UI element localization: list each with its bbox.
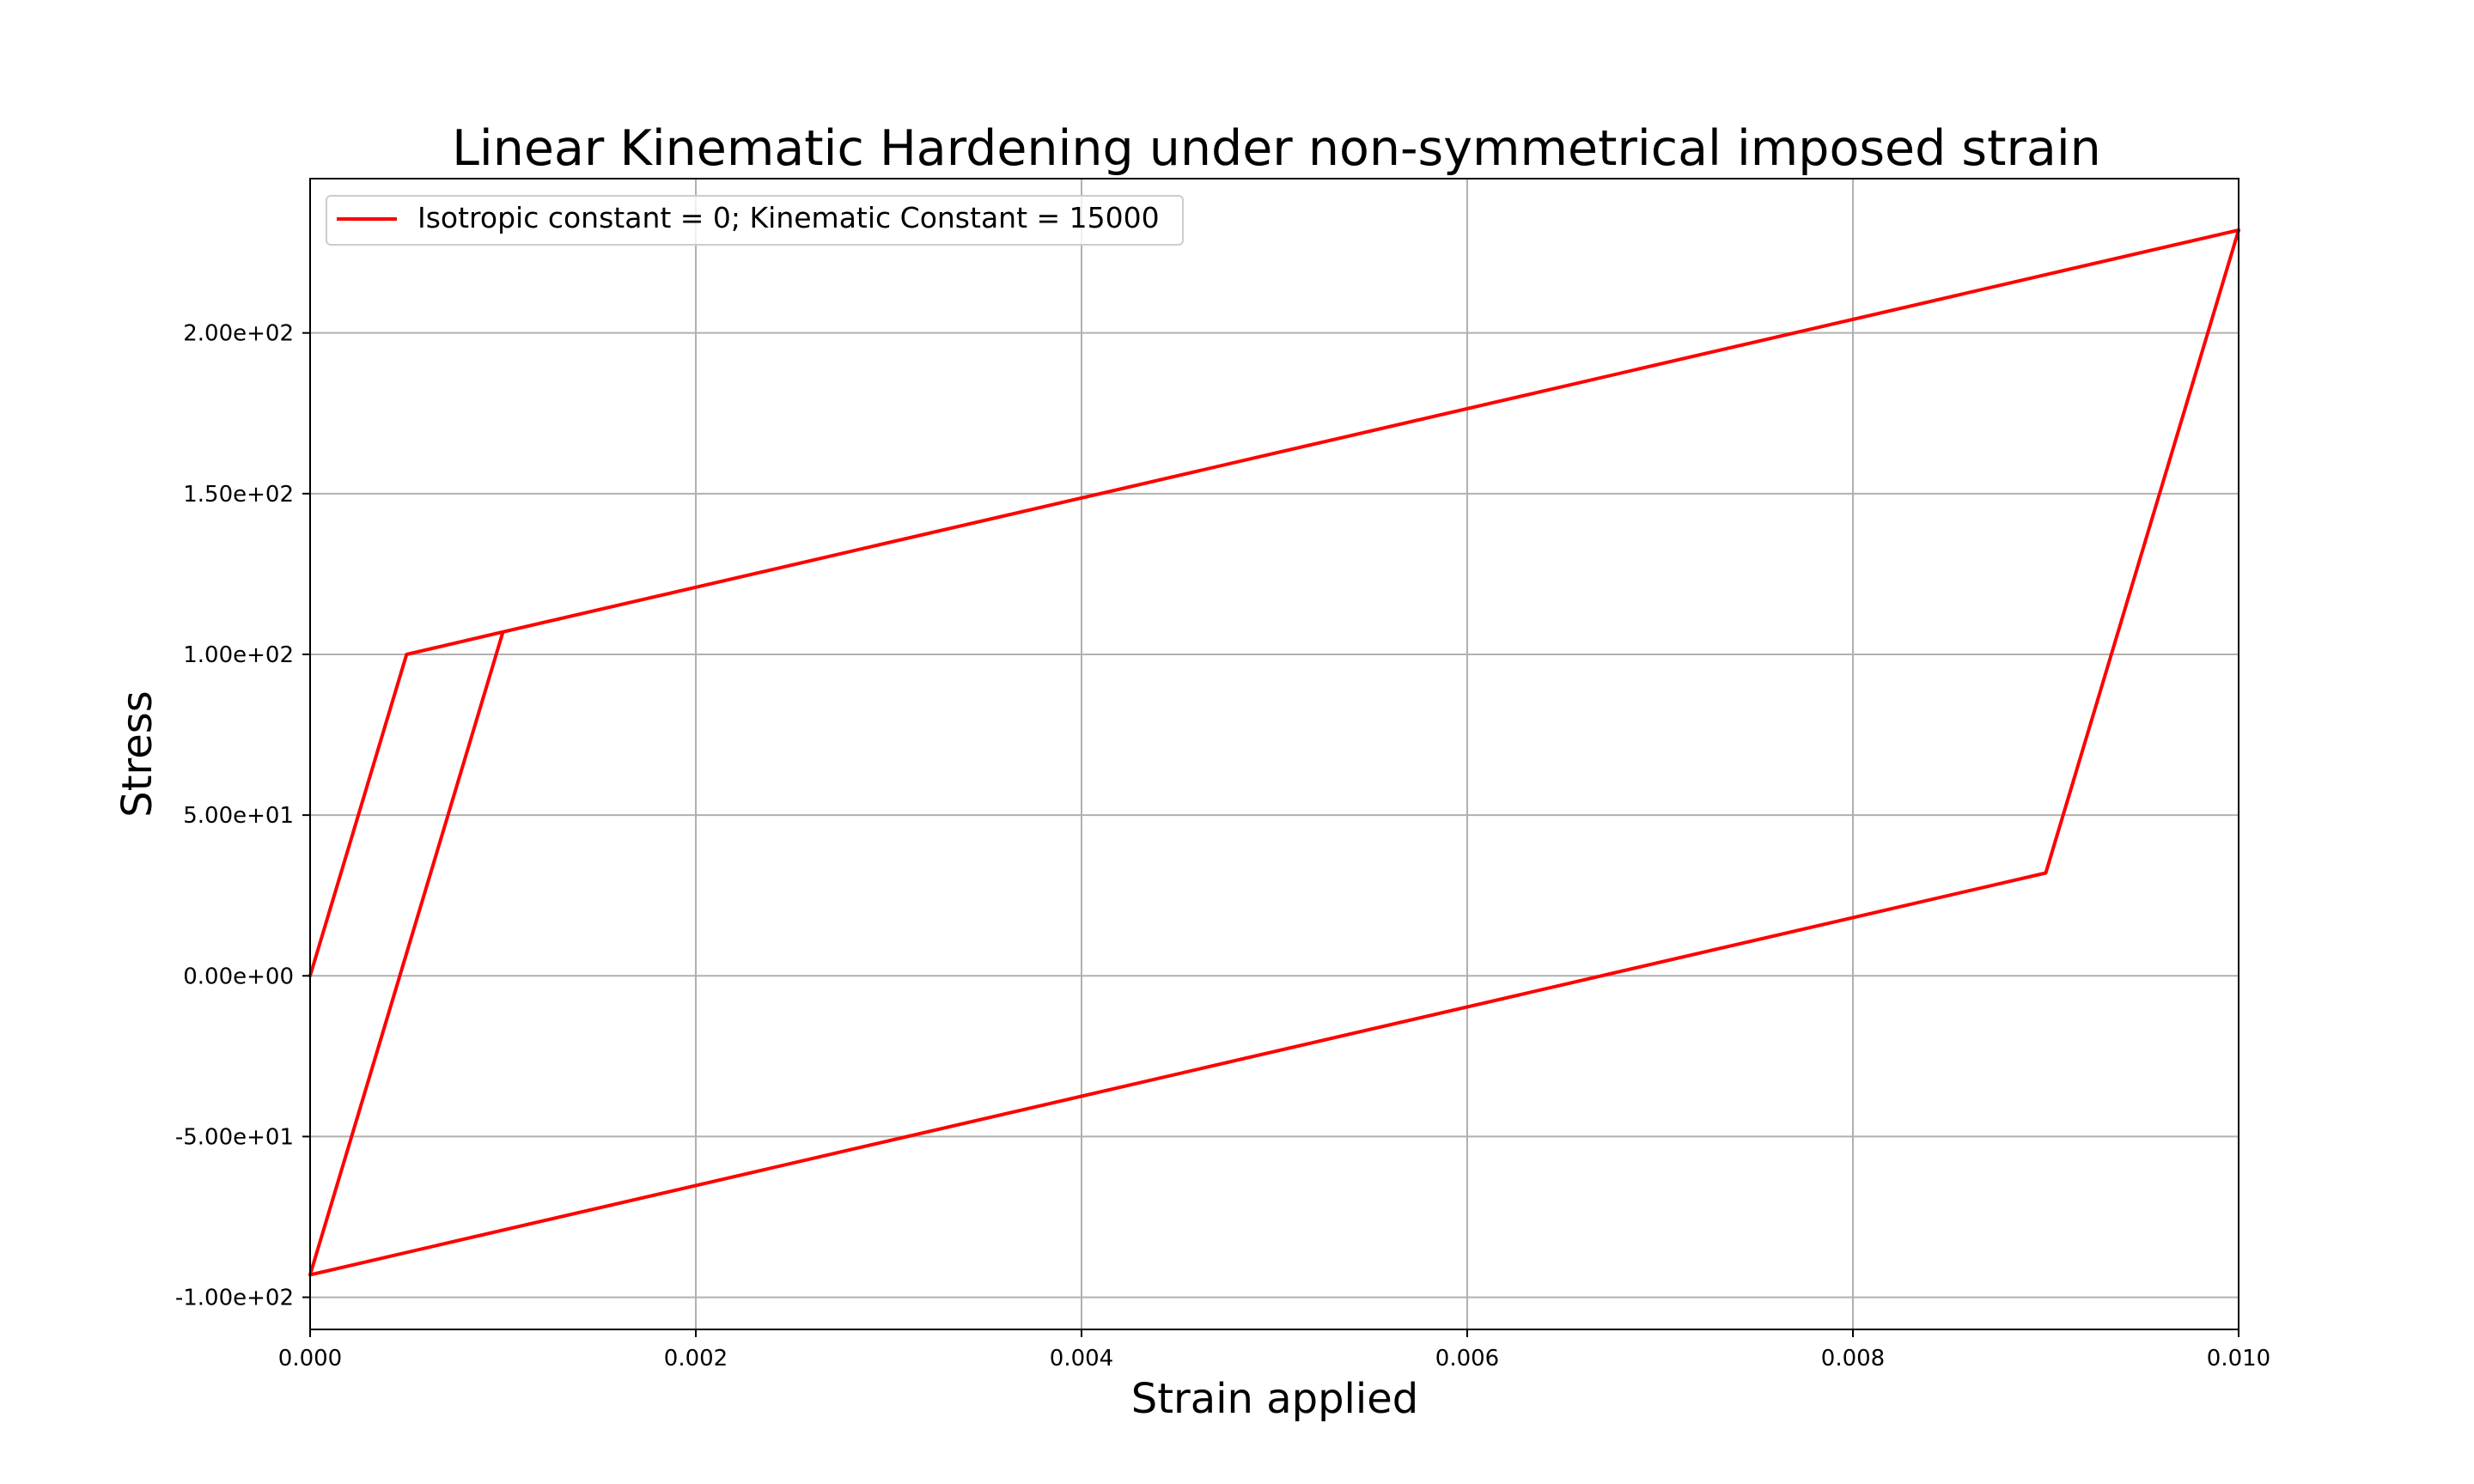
y-tick-label: 0.00e+00 [183,964,294,989]
x-tick-label: 0.004 [1050,1346,1113,1371]
legend-entry-label: Isotropic constant = 0; Kinematic Consta… [417,201,1160,234]
y-tick-label: -5.00e+01 [175,1124,294,1150]
y-tick-label: 1.50e+02 [183,482,294,508]
x-tick-label: 0.010 [2207,1346,2270,1371]
legend-box [326,195,1184,246]
y-tick-label: -1.00e+02 [175,1286,294,1311]
x-axis: 0.000 0.002 0.004 0.006 0.008 0.010 [278,1329,2270,1371]
x-tick-label: 0.006 [1435,1346,1499,1371]
y-axis-label: Stress [113,690,161,818]
x-tick-label: 0.000 [278,1346,342,1371]
x-axis-label: Strain applied [1131,1375,1418,1423]
y-tick-label: 5.00e+01 [183,803,294,829]
y-axis: -1.00e+02 -5.00e+01 0.00e+00 5.00e+01 1.00e+… [175,321,310,1311]
x-tick-label: 0.002 [664,1346,728,1371]
grid-lines [309,179,2239,1329]
legend: Isotropic constant = 0; Kinematic Consta… [326,195,1184,246]
axes-frame [309,178,2239,1330]
y-tick-label: 1.00e+02 [183,642,294,668]
x-tick-label: 0.008 [1821,1346,1885,1371]
chart-title: Linear Kinematic Hardening under non-sym… [452,120,2101,177]
y-tick-label: 2.00e+02 [183,321,294,347]
